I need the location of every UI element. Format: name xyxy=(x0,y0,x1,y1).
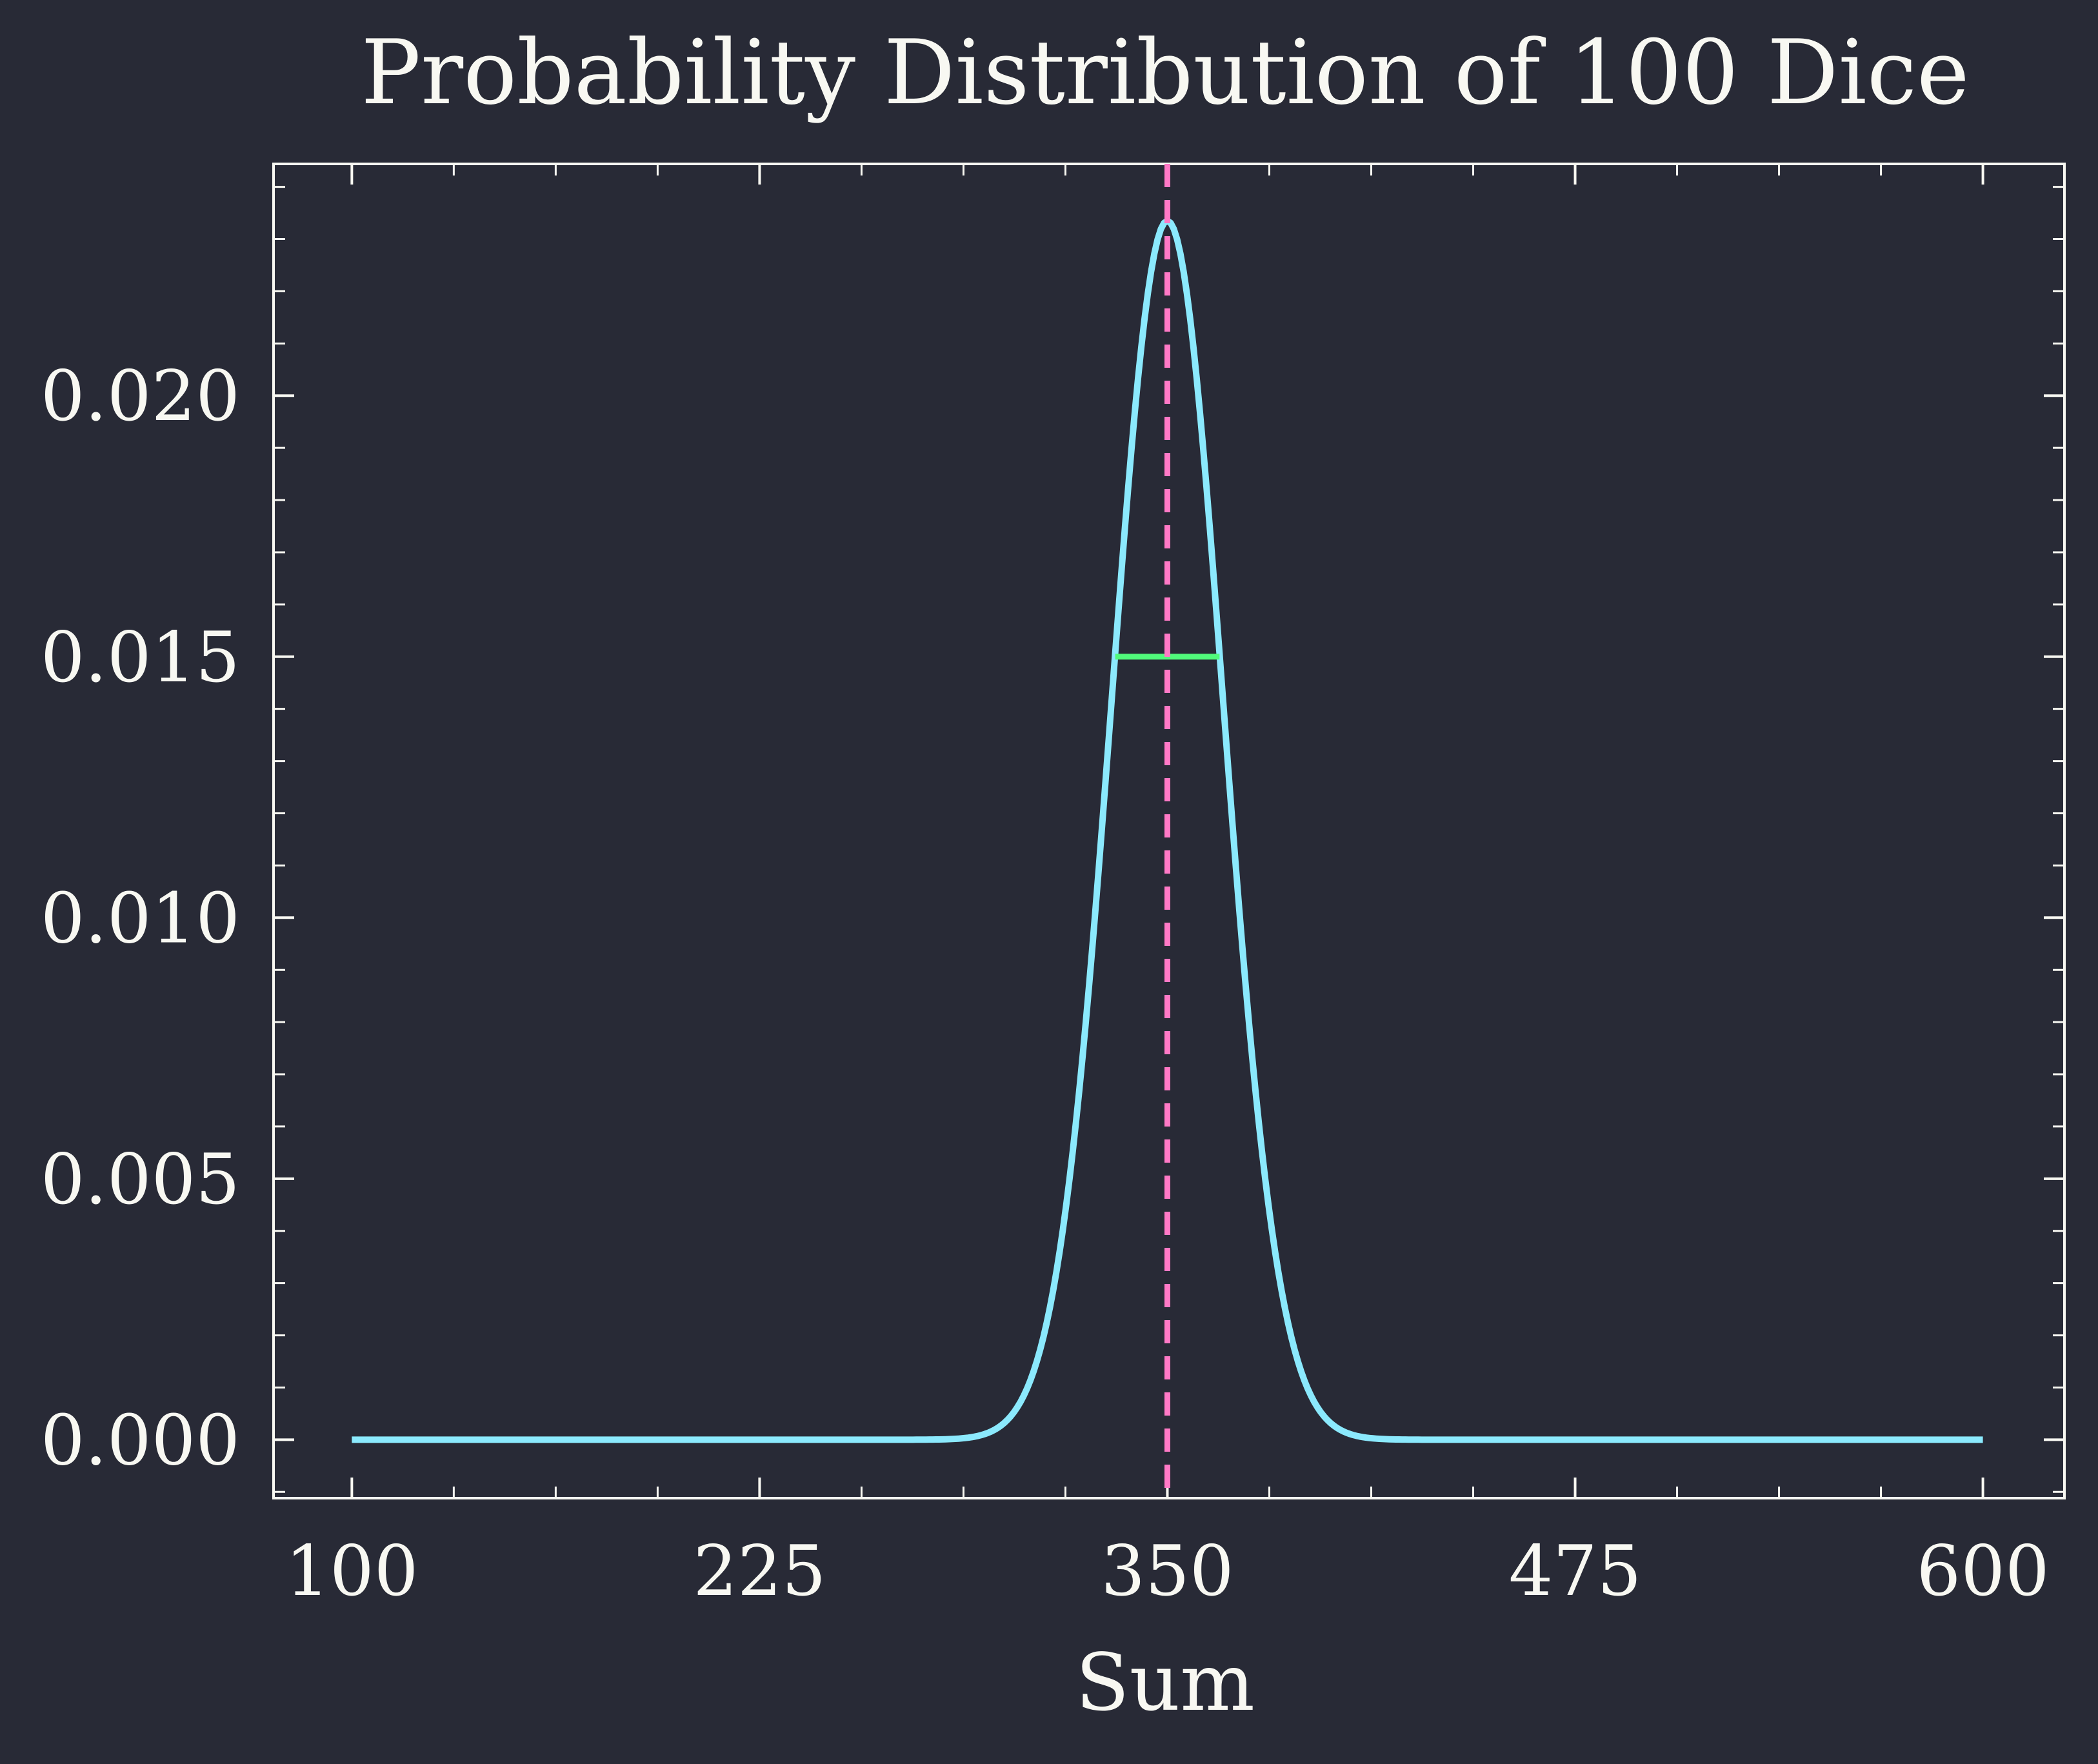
y-tick-label: 0.005 xyxy=(41,1139,240,1220)
x-tick-label: 600 xyxy=(1917,1531,2050,1612)
y-tick-label: 0.010 xyxy=(41,878,240,959)
x-axis-label: Sum xyxy=(1075,1637,1255,1729)
plot-area: 100 225 350 475 600 0.000 0.005 0.010 0.015 0.020 xyxy=(41,163,2066,1612)
x-tick-label: 100 xyxy=(285,1531,418,1612)
y-tick-label: 0.015 xyxy=(41,617,240,698)
x-tick-label: 225 xyxy=(693,1531,826,1612)
y-tick-label: 0.020 xyxy=(41,356,240,437)
y-tick-label: 0.000 xyxy=(41,1400,240,1481)
x-tick-label: 350 xyxy=(1101,1531,1234,1612)
x-tick-label: 475 xyxy=(1508,1531,1641,1612)
chart-title: Probability Distribution of 100 Dice xyxy=(361,21,1969,125)
